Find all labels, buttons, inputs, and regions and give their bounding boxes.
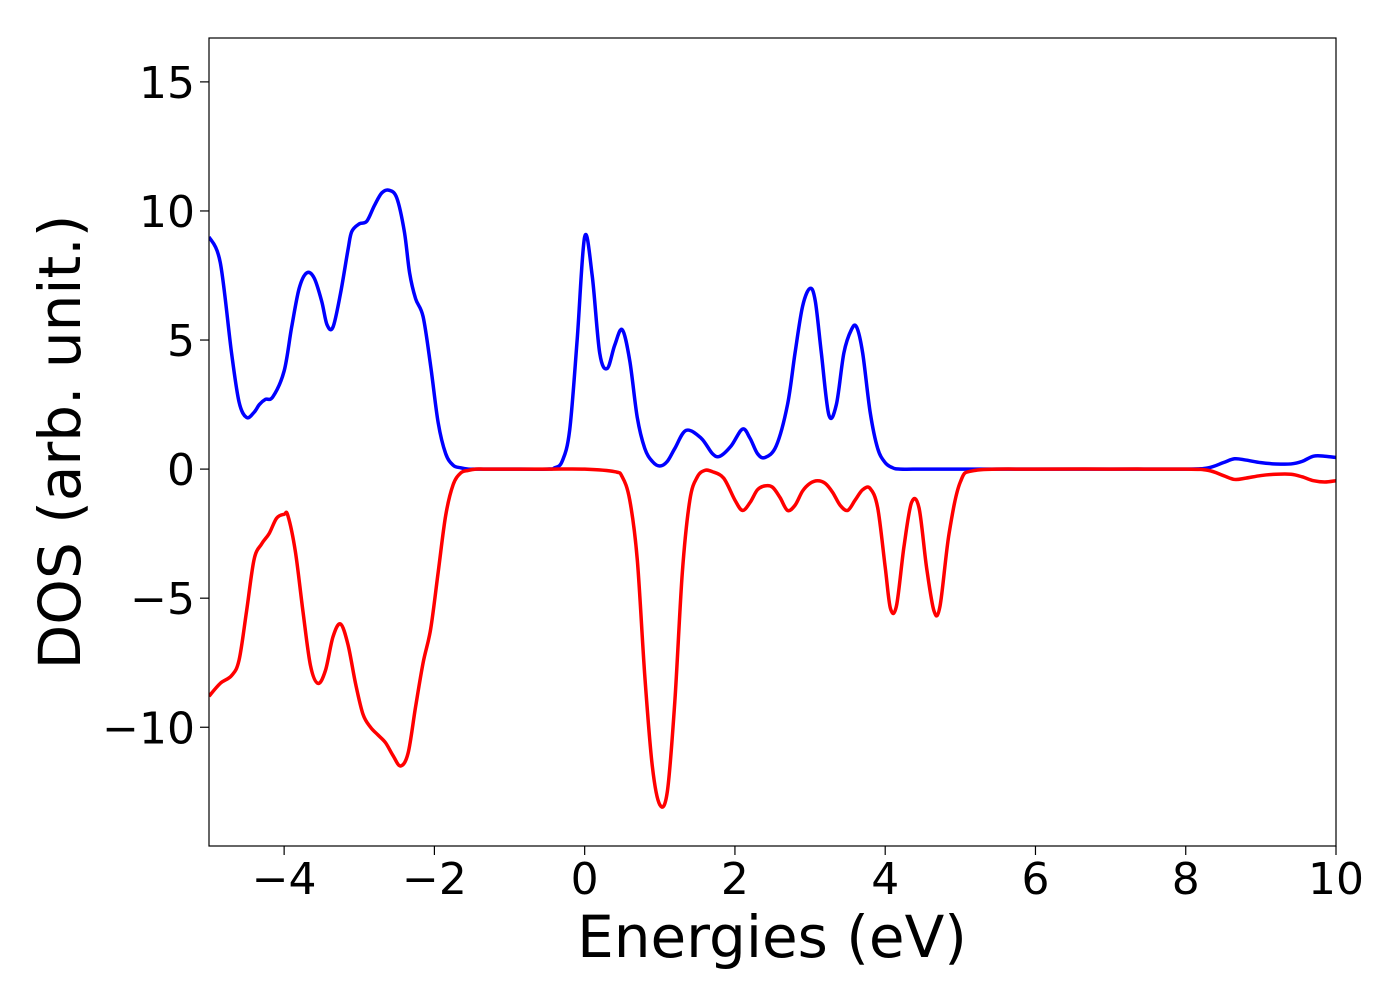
dos-line-blue [209, 188, 1336, 471]
x-tick-label: 2 [721, 854, 749, 905]
x-tick-label: 6 [1021, 854, 1049, 905]
x-tick-label: −4 [252, 854, 317, 905]
series-layer [209, 188, 1336, 809]
y-axis-ticks: 15 10 5 0 −5 −10 [102, 58, 209, 754]
y-axis-label: DOS (arb. unit.) [26, 215, 94, 670]
y-tick-label: 10 [139, 187, 195, 238]
y-tick-label: −5 [130, 574, 195, 625]
x-axis-ticks: −4 −2 0 2 4 6 8 10 [252, 846, 1364, 905]
x-axis-label: Energies (eV) [577, 903, 967, 971]
y-tick-label: 15 [139, 58, 195, 109]
x-tick-label: 4 [871, 854, 899, 905]
x-tick-label: 0 [571, 854, 599, 905]
x-tick-label: 10 [1308, 854, 1364, 905]
x-tick-label: −2 [402, 854, 467, 905]
y-tick-label: −10 [102, 703, 195, 754]
dos-line-red [209, 467, 1336, 809]
y-tick-label: 5 [167, 316, 195, 367]
plot-frame [208, 37, 1337, 847]
x-tick-label: 8 [1172, 854, 1200, 905]
y-tick-label: 0 [167, 445, 195, 496]
